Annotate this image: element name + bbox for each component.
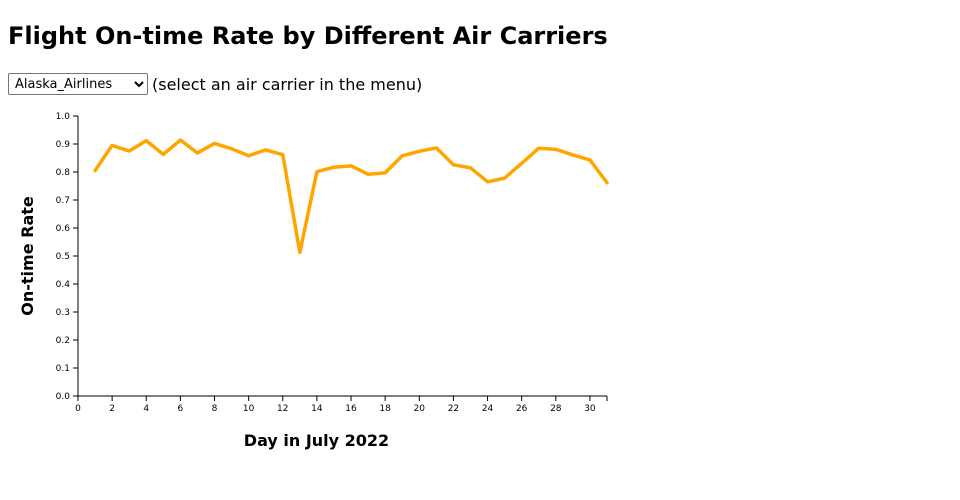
y-tick-label: 0.4 <box>56 280 71 290</box>
x-tick-label: 20 <box>414 404 426 414</box>
y-tick-label: 0.5 <box>56 252 70 262</box>
series-line <box>93 138 609 255</box>
y-axis-title: On-time Rate <box>18 196 37 316</box>
x-tick-label: 30 <box>584 404 596 414</box>
x-tick-label: 16 <box>345 404 357 414</box>
x-tick-label: 6 <box>178 404 184 414</box>
x-tick-label: 28 <box>550 404 562 414</box>
x-tick-label: 22 <box>448 404 459 414</box>
x-axis: 0 2 4 6 8 10 12 14 16 18 20 22 24 26 28 30 <box>75 395 608 414</box>
y-tick-label: 0.6 <box>56 224 71 234</box>
x-tick-label: 4 <box>143 404 149 414</box>
y-axis: 0.0 0.1 0.2 0.3 0.4 0.5 0.6 0.7 0.8 0.9 1.0 <box>56 112 79 402</box>
x-tick-label: 26 <box>516 404 528 414</box>
x-tick-label: 12 <box>277 404 288 414</box>
y-tick-label: 0.9 <box>56 140 71 150</box>
y-tick-label: 0.7 <box>56 196 70 206</box>
y-tick-label: 0.1 <box>56 364 70 374</box>
x-tick-label: 0 <box>75 404 81 414</box>
carrier-select[interactable]: Alaska_Airlines <box>8 73 148 95</box>
y-tick-label: 1.0 <box>56 112 71 122</box>
y-tick-label: 0.0 <box>56 392 71 402</box>
y-tick-label: 0.8 <box>56 168 71 178</box>
x-tick-label: 18 <box>379 404 391 414</box>
x-axis-title: Day in July 2022 <box>244 431 389 450</box>
y-tick-label: 0.2 <box>56 336 70 346</box>
x-tick-label: 14 <box>311 404 323 414</box>
series-layer <box>93 138 609 255</box>
carrier-hint: (select an air carrier in the menu) <box>152 74 423 94</box>
x-tick-label: 2 <box>109 404 115 414</box>
page-title: Flight On-time Rate by Different Air Car… <box>8 22 608 50</box>
x-tick-label: 8 <box>212 404 218 414</box>
carrier-controls: Alaska_Airlines (select an air carrier i… <box>8 73 422 95</box>
y-tick-label: 0.3 <box>56 308 70 318</box>
x-tick-label: 10 <box>243 404 255 414</box>
x-tick-label: 24 <box>482 404 494 414</box>
